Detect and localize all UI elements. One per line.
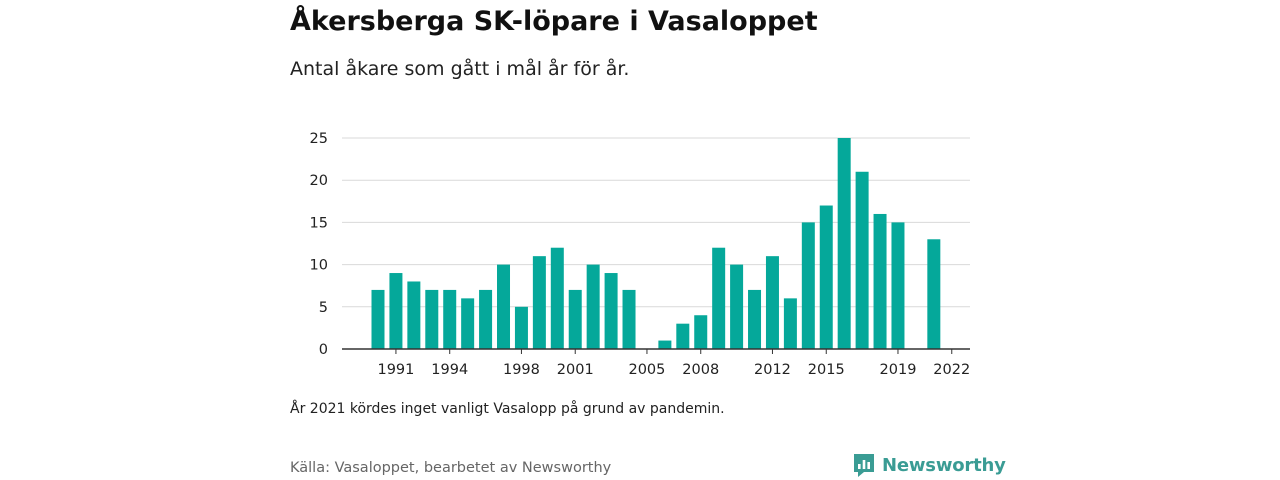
y-tick-label: 20 <box>310 173 328 189</box>
chart-subtitle: Antal åkare som gått i mål år för år. <box>290 58 630 80</box>
bar <box>748 289 762 349</box>
y-tick-label: 0 <box>319 342 328 358</box>
bar <box>389 273 403 349</box>
x-tick-label: 2019 <box>880 362 917 378</box>
bar <box>532 256 546 349</box>
x-tick-label: 2001 <box>557 362 594 378</box>
x-tick-label: 1998 <box>503 362 540 378</box>
bar <box>622 289 636 349</box>
bar <box>855 171 869 349</box>
bar-chart: 0 5 10 15 20 25 1991 1994 1998 2001 2005 2008 2012 20… <box>310 131 971 378</box>
bar <box>730 264 744 349</box>
y-tick-label: 15 <box>310 215 328 231</box>
bar <box>783 298 797 349</box>
x-tick-label: 1991 <box>377 362 414 378</box>
bar <box>927 239 941 349</box>
bar <box>873 213 887 349</box>
logo-text: Newsworthy <box>882 454 1006 476</box>
y-tick-label: 10 <box>310 258 328 274</box>
bar <box>550 247 564 349</box>
chart-card: Åkersberga SK-löpare i Vasaloppet Antal … <box>290 0 1006 480</box>
bar <box>586 264 600 349</box>
newsworthy-logo: Newsworthy <box>852 452 1006 478</box>
bar <box>694 315 708 349</box>
bar <box>425 289 439 349</box>
bar <box>712 247 726 349</box>
bar <box>891 222 905 349</box>
x-tick-label: 2015 <box>808 362 845 378</box>
bar <box>604 273 618 349</box>
chart-title: Åkersberga SK-löpare i Vasaloppet <box>290 6 818 37</box>
bar <box>676 323 690 349</box>
bar <box>407 281 421 349</box>
newsworthy-bar-chart-icon <box>854 454 874 477</box>
bar <box>801 222 815 349</box>
x-tick-label: 2022 <box>933 362 970 378</box>
y-tick-label: 5 <box>319 300 328 316</box>
bar <box>479 289 493 349</box>
x-tick-label: 2005 <box>628 362 665 378</box>
x-tick-label: 2008 <box>682 362 719 378</box>
y-tick-label: 25 <box>310 131 328 147</box>
bar <box>765 256 779 349</box>
source-credit: Källa: Vasaloppet, bearbetet av Newswort… <box>290 460 612 476</box>
chart-note: År 2021 kördes inget vanligt Vasalopp på… <box>290 401 725 417</box>
bar <box>819 205 833 349</box>
x-tick-label: 2012 <box>754 362 791 378</box>
bar <box>443 289 457 349</box>
bar <box>658 340 672 349</box>
bar <box>837 138 851 349</box>
bar <box>461 298 475 349</box>
bar <box>497 264 511 349</box>
bar <box>568 289 582 349</box>
x-tick-label: 1994 <box>431 362 468 378</box>
bar <box>514 306 528 349</box>
bar <box>371 289 385 349</box>
